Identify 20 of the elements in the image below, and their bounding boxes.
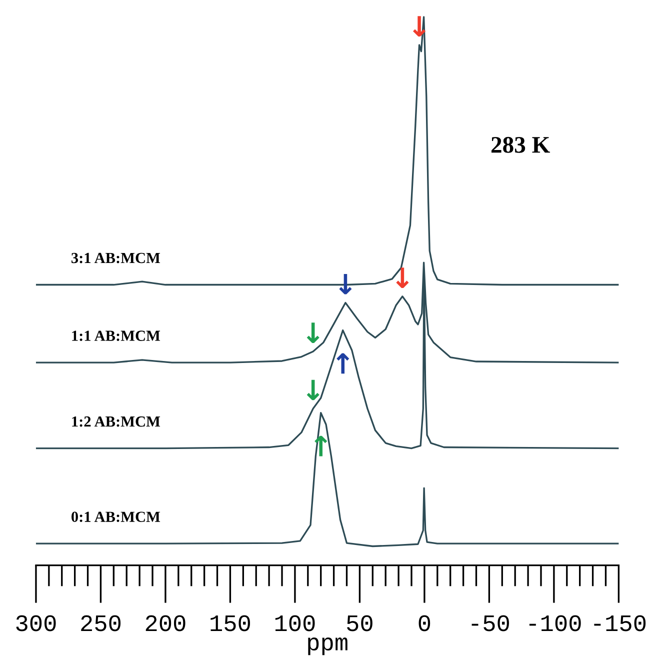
x-tick-label: 200 [146,615,186,632]
x-tick-label: 50 [347,615,372,632]
x-tick-label: -150 [594,615,646,632]
annotation: ↓ [306,380,320,400]
series-label: 0:1 AB:MCM [72,512,160,522]
series-label: 3:1 AB:MCM [72,252,160,264]
x-tick-label: 100 [275,615,315,632]
x-tick-label: 250 [81,615,121,632]
series-label: 1:2 AB:MCM [72,416,160,427]
x-tick-label: 300 [16,615,56,632]
annotation: ↑ [336,353,350,374]
annotation: 283 K [491,136,550,153]
x-tick-label: -100 [529,615,581,632]
x-tick-label: -50 [472,615,509,632]
series-label: 1:1 AB:MCM [72,330,160,342]
x-tick-label: 150 [210,615,250,632]
annotation: ↓ [306,322,320,344]
annotation: ↓ [396,268,409,288]
x-tick-label: 0 [418,615,430,632]
x-axis-title: ppm [308,638,348,656]
